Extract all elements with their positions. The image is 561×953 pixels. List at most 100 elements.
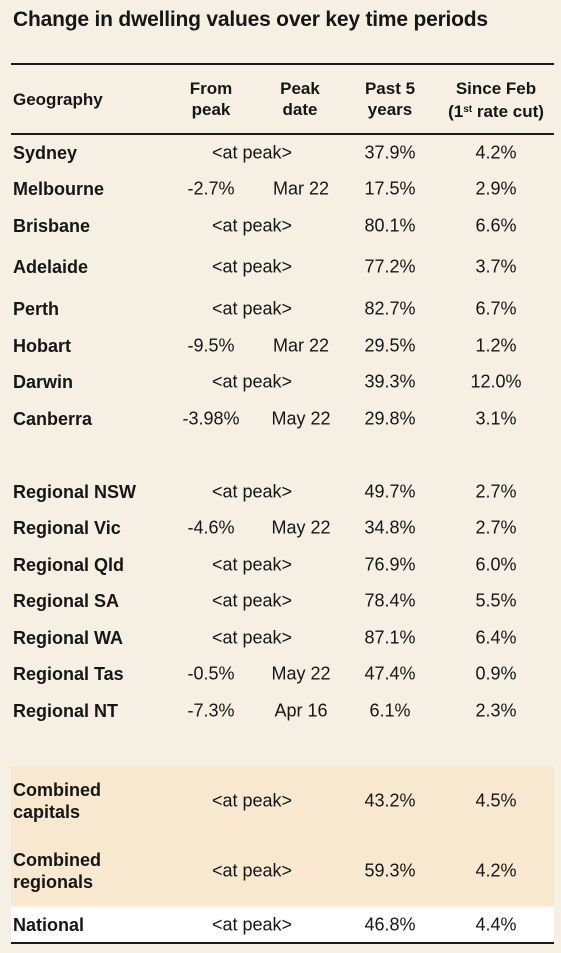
from-peak-cell-text: -2.7% [187, 178, 235, 199]
from-peak-cell-text: <at peak> [211, 481, 293, 502]
from-peak-cell-text: <at peak> [211, 860, 293, 881]
table-row: Regional Tas -0.5% May 22 47.4% 0.9% [11, 657, 554, 691]
geography-cell: National [13, 915, 85, 935]
past-5-years-cell-text: 78.4% [364, 590, 416, 611]
table-row: Adelaide <at peak> 77.2% 3.7% [11, 250, 554, 284]
past-5-years-cell-text: 29.8% [364, 408, 416, 429]
since-feb-cell-text: 6.0% [475, 554, 517, 575]
geography-cell: Adelaide [13, 257, 89, 277]
header-peak-date-line1: Peak [280, 79, 320, 98]
header-past5-line2: years [367, 100, 413, 119]
from-peak-cell-text: <at peak> [211, 590, 293, 611]
from-peak-cell-text: <at peak> [211, 790, 293, 811]
from-peak-cell-text: <at peak> [211, 627, 293, 648]
from-peak-cell-text: <at peak> [211, 371, 293, 392]
from-peak-cell-text: -0.5% [187, 663, 235, 684]
header-since-line2-a: (1 [448, 102, 464, 121]
from-peak-cell-text: -9.5% [187, 335, 235, 356]
header-from-peak: From peak [185, 78, 237, 120]
header-past5-line1: Past 5 [364, 79, 416, 98]
from-peak-cell-text: <at peak> [211, 554, 293, 575]
since-feb-cell-text: 6.4% [475, 627, 517, 648]
national-row-background [11, 907, 554, 942]
since-feb-cell-text: 1.2% [475, 335, 517, 356]
past-5-years-cell-text: 37.9% [364, 142, 416, 163]
from-peak-cell-text: -4.6% [187, 517, 235, 538]
table-row: Hobart -9.5% Mar 22 29.5% 1.2% [11, 329, 554, 363]
combined-shading [11, 766, 554, 906]
header-since-line2-b: rate cut) [472, 102, 544, 121]
geography-cell: Hobart [13, 336, 71, 356]
since-feb-cell-text: 2.9% [475, 178, 517, 199]
past-5-years-cell-text: 47.4% [364, 663, 416, 684]
past-5-years-cell-text: 77.2% [364, 256, 416, 277]
table-row: Regional SA <at peak> 78.4% 5.5% [11, 584, 554, 618]
since-feb-cell-text: 0.9% [475, 663, 517, 684]
header-past-5-years: Past 5 years [355, 78, 425, 120]
geography-cell: Sydney [13, 143, 78, 163]
table-row: Regional NSW <at peak> 49.7% 2.7% [11, 475, 554, 509]
table-row: Melbourne -2.7% Mar 22 17.5% 2.9% [11, 172, 554, 206]
table-row: Regional Qld <at peak> 76.9% 6.0% [11, 548, 554, 582]
from-peak-cell-text: <at peak> [211, 914, 293, 935]
past-5-years-cell-text: 46.8% [364, 914, 416, 935]
header-rule [11, 133, 554, 135]
header-since-line2: (1st rate cut) [436, 99, 556, 122]
geography-cell: Combined regionals [13, 850, 101, 892]
since-feb-cell-text: 3.7% [475, 256, 517, 277]
since-feb-cell-text: 2.7% [475, 517, 517, 538]
since-feb-cell-text: 2.7% [475, 481, 517, 502]
header-from-peak-line1: From [189, 79, 233, 98]
past-5-years-cell-text: 87.1% [364, 627, 416, 648]
table-row: Perth <at peak> 82.7% 6.7% [11, 292, 554, 326]
header-since-line1: Since Feb [455, 79, 537, 98]
table-row: Regional Vic -4.6% May 22 34.8% 2.7% [11, 511, 554, 545]
peak-date-cell-text: Mar 22 [272, 178, 330, 199]
bottom-rule [11, 942, 554, 944]
table-row: Combined regionals <at peak> 59.3% 4.2% [11, 843, 554, 899]
geography-cell: Regional Qld [13, 555, 125, 575]
header-geography: Geography [13, 90, 103, 109]
past-5-years-cell-text: 17.5% [364, 178, 416, 199]
since-feb-cell-text: 12.0% [470, 371, 522, 392]
top-rule [11, 63, 554, 65]
past-5-years-cell-text: 59.3% [364, 860, 416, 881]
since-feb-cell-text: 3.1% [475, 408, 517, 429]
table-row: National <at peak> 46.8% 4.4% [11, 908, 554, 942]
past-5-years-cell-text: 39.3% [364, 371, 416, 392]
from-peak-cell-text: <at peak> [211, 142, 293, 163]
since-feb-cell-text: 2.3% [475, 700, 517, 721]
from-peak-cell-text: -7.3% [187, 700, 235, 721]
table-row: Sydney <at peak> 37.9% 4.2% [11, 136, 554, 170]
past-5-years-cell-text: 6.1% [369, 700, 411, 721]
geography-cell: Regional WA [13, 628, 124, 648]
peak-date-cell-text: May 22 [271, 517, 331, 538]
since-feb-cell-text: 4.5% [475, 790, 517, 811]
table-row: Combined capitals <at peak> 43.2% 4.5% [11, 773, 554, 829]
since-feb-cell-text: 4.2% [475, 142, 517, 163]
geography-cell: Regional SA [13, 591, 120, 611]
since-feb-cell-text: 4.4% [475, 914, 517, 935]
header-since-line2-sup: st [463, 104, 473, 115]
table-row: Regional WA <at peak> 87.1% 6.4% [11, 621, 554, 655]
geography-cell: Canberra [13, 409, 93, 429]
since-feb-cell-text: 4.2% [475, 860, 517, 881]
from-peak-cell-text: <at peak> [211, 298, 293, 319]
peak-date-cell-text: Apr 16 [274, 700, 328, 721]
from-peak-cell-text: <at peak> [211, 215, 293, 236]
since-feb-cell-text: 5.5% [475, 590, 517, 611]
geography-cell: Perth [13, 299, 60, 319]
table-row: Brisbane <at peak> 80.1% 6.6% [11, 209, 554, 243]
geography-cell: Brisbane [13, 216, 91, 236]
geography-cell: Regional Tas [13, 664, 124, 684]
table-title: Change in dwelling values over key time … [13, 8, 488, 31]
table-row: Canberra -3.98% May 22 29.8% 3.1% [11, 402, 554, 436]
header-peak-date-line2: date [282, 100, 318, 119]
since-feb-cell-text: 6.7% [475, 298, 517, 319]
past-5-years-cell-text: 43.2% [364, 790, 416, 811]
geography-cell: Regional NSW [13, 482, 137, 502]
peak-date-cell-text: Mar 22 [272, 335, 330, 356]
geography-cell: Melbourne [13, 179, 105, 199]
from-peak-cell-text: -3.98% [182, 408, 240, 429]
table-row: Regional NT -7.3% Apr 16 6.1% 2.3% [11, 694, 554, 728]
